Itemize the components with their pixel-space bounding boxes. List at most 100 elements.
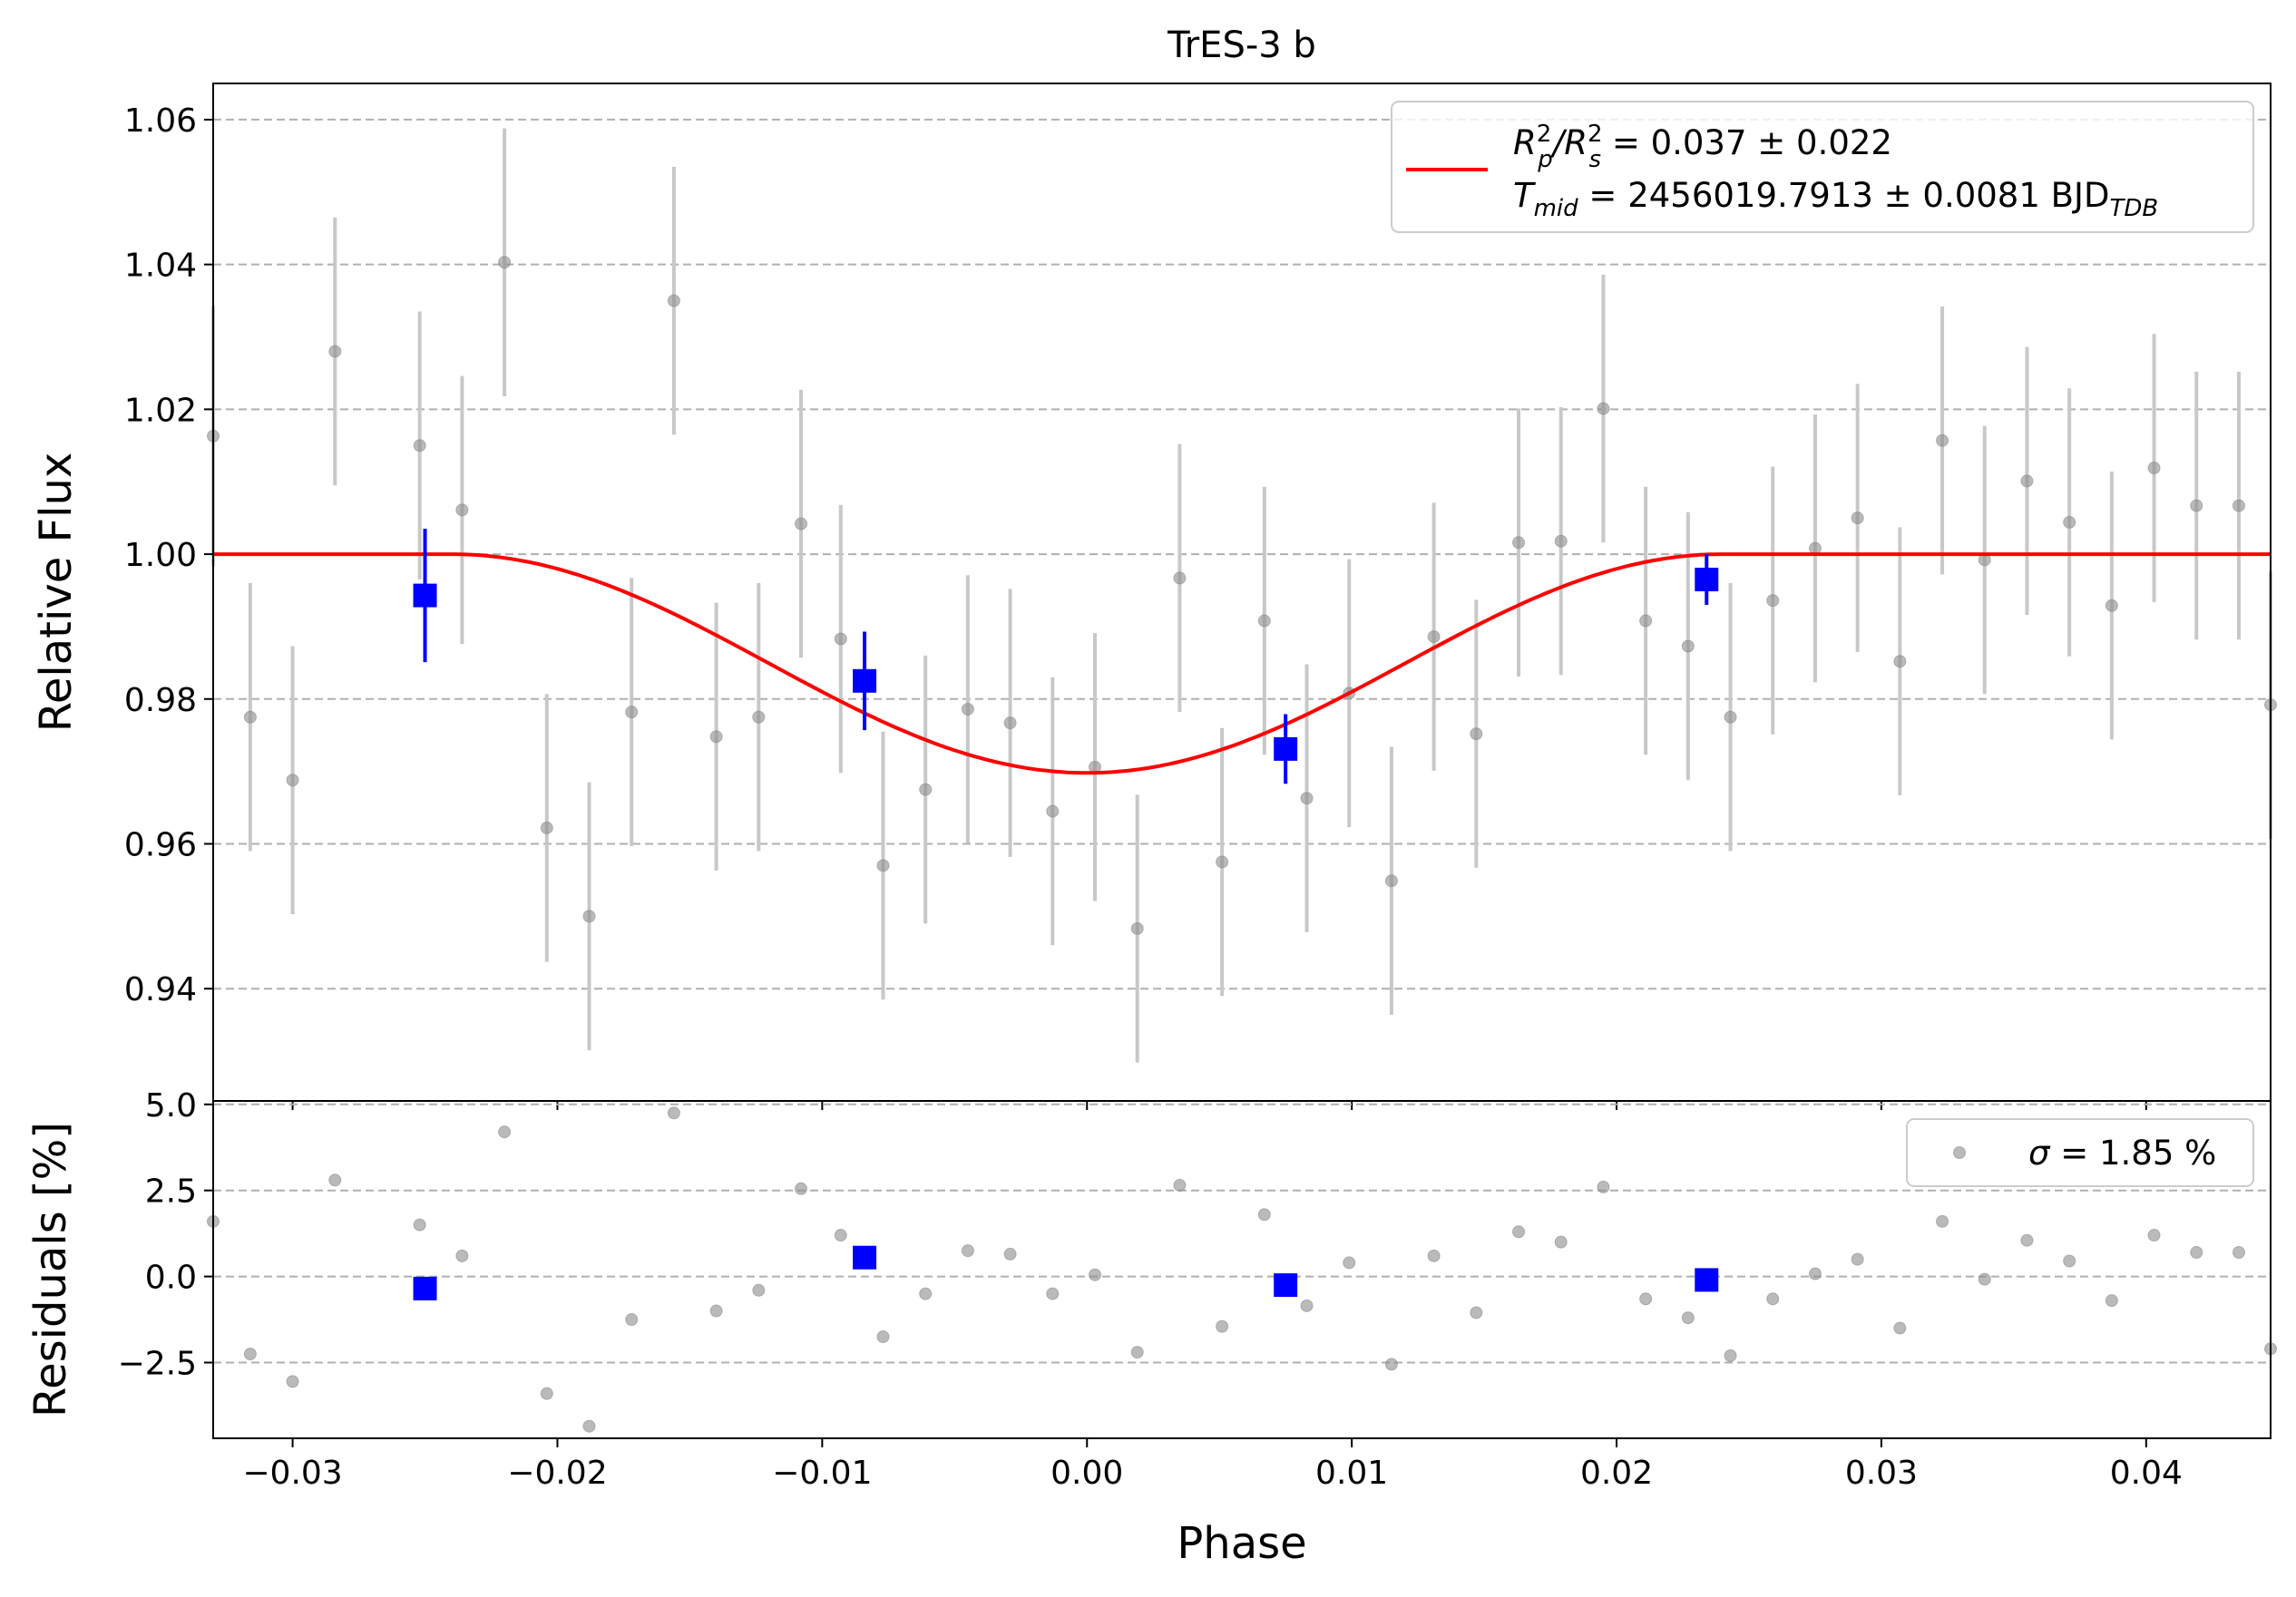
x-tick-label: 0.03 — [1845, 1455, 1918, 1492]
legend-entry-rp-rs: R2 p/R2 s = 0.037 ± 0.022 — [1513, 121, 1892, 173]
legend-box — [1391, 101, 2254, 233]
residual-point — [413, 1218, 426, 1232]
y-tick-label: 0.96 — [124, 827, 197, 864]
binned-point — [1274, 736, 1298, 761]
raw-point — [1003, 716, 1017, 730]
residual-point — [919, 1287, 933, 1300]
light-curve-x-ticks — [291, 1101, 2147, 1110]
x-tick-label: 0.01 — [1315, 1455, 1388, 1492]
binned-data-points — [413, 529, 1719, 784]
residual-point — [2190, 1246, 2203, 1260]
binned-point — [853, 668, 877, 693]
binned-residual-point — [853, 1245, 877, 1270]
y-tick-label: 1.04 — [124, 248, 197, 285]
x-tick-label: −0.02 — [507, 1455, 607, 1492]
binned-residual-points — [413, 1245, 1719, 1300]
chart-title: TrES-3 b — [1167, 24, 1316, 66]
residual-point — [1639, 1292, 1653, 1306]
residual-point — [1300, 1299, 1314, 1312]
x-tick-label: −0.01 — [772, 1455, 872, 1492]
light-curve-grid — [213, 118, 2271, 990]
raw-point — [1766, 594, 1780, 608]
residual-point — [1216, 1319, 1229, 1333]
raw-point — [2147, 462, 2161, 475]
residuals-panel: −2.5 0.0 2.5 5.0 −0.03 −0.02 −0.01 0.00 0.01 0.0… — [25, 1087, 2277, 1569]
residuals-legend: σ = 1.85 % — [1906, 1118, 2254, 1187]
raw-point — [413, 439, 426, 453]
light-curve-legend: R2 p/R2 s = 0.037 ± 0.022 Tmid = 2456019.7… — [1391, 101, 2254, 233]
residual-point — [709, 1304, 723, 1318]
raw-point — [1512, 536, 1526, 550]
residual-point — [328, 1173, 342, 1187]
residual-point — [961, 1244, 974, 1258]
y-tick-label: 0.98 — [124, 682, 197, 719]
residual-point — [2063, 1254, 2076, 1268]
residual-point — [1003, 1247, 1017, 1261]
residual-point — [625, 1313, 639, 1327]
residual-point — [1936, 1214, 1949, 1228]
raw-point — [1851, 511, 1864, 525]
raw-point — [1893, 655, 1907, 668]
x-axis-label: Phase — [1177, 1518, 1306, 1569]
raw-point — [1173, 571, 1187, 585]
residual-point — [1808, 1267, 1822, 1281]
raw-point — [1300, 792, 1314, 805]
residual-point — [1724, 1349, 1737, 1362]
y-tick-label: 1.00 — [124, 537, 197, 574]
y-axis-label: Relative Flux — [31, 453, 82, 733]
raw-point — [1046, 804, 1060, 818]
legend-entry-tmid: Tmid = 2456019.7913 ± 0.0081 BJDTDB — [1513, 176, 2158, 222]
raw-point — [795, 517, 807, 531]
raw-point — [752, 710, 766, 724]
raw-point — [2190, 499, 2203, 512]
raw-point — [919, 783, 933, 796]
raw-point — [243, 710, 257, 724]
residual-point — [1343, 1256, 1356, 1270]
residuals-x-ticks: −0.03 −0.02 −0.01 0.00 0.01 0.02 0.03 0.04 — [242, 1438, 2183, 1492]
raw-point — [582, 910, 596, 923]
raw-point — [328, 345, 342, 358]
raw-point — [2105, 599, 2118, 612]
residual-point — [1470, 1306, 1483, 1319]
raw-point — [1216, 855, 1229, 869]
raw-point — [1936, 433, 1949, 447]
raw-point — [2063, 515, 2076, 529]
residual-point — [286, 1375, 299, 1388]
binned-residual-point — [1695, 1268, 1719, 1292]
y-tick-label: 1.06 — [124, 102, 197, 140]
light-curve-y-ticks: 0.94 0.96 0.98 1.00 1.02 1.04 1.06 — [124, 102, 213, 1008]
residual-point — [1851, 1252, 1864, 1266]
raw-point — [498, 256, 512, 269]
residuals-y-ticks: −2.5 0.0 2.5 5.0 — [118, 1087, 213, 1382]
raw-point — [667, 294, 680, 307]
raw-point — [834, 632, 847, 646]
raw-point — [961, 702, 974, 716]
residual-point — [876, 1330, 890, 1344]
y-tick-label: 0.94 — [124, 971, 197, 1008]
residual-point — [667, 1106, 680, 1120]
residual-point — [498, 1125, 512, 1139]
x-tick-label: 0.02 — [1580, 1455, 1653, 1492]
transit-model-line — [213, 552, 2271, 775]
legend-sigma: σ = 1.85 % — [2028, 1134, 2216, 1173]
binned-residual-point — [1274, 1273, 1298, 1298]
residual-point — [455, 1249, 469, 1262]
raw-point — [286, 774, 299, 787]
residual-points — [207, 1106, 2277, 1433]
raw-point — [709, 730, 723, 744]
raw-point — [1681, 639, 1695, 653]
residual-point — [1046, 1287, 1060, 1300]
residual-point — [1130, 1346, 1144, 1359]
residuals-grid — [213, 1103, 2271, 1364]
residual-point — [243, 1348, 257, 1360]
binned-point — [413, 583, 437, 608]
residual-point — [1766, 1292, 1780, 1306]
raw-point — [540, 821, 553, 834]
residual-point — [540, 1387, 553, 1400]
raw-point — [2020, 474, 2034, 488]
y-tick-label: 2.5 — [145, 1173, 197, 1211]
residuals-y-axis-label: Residuals [%] — [25, 1122, 76, 1417]
residual-point — [582, 1419, 596, 1433]
raw-point — [1470, 727, 1483, 741]
